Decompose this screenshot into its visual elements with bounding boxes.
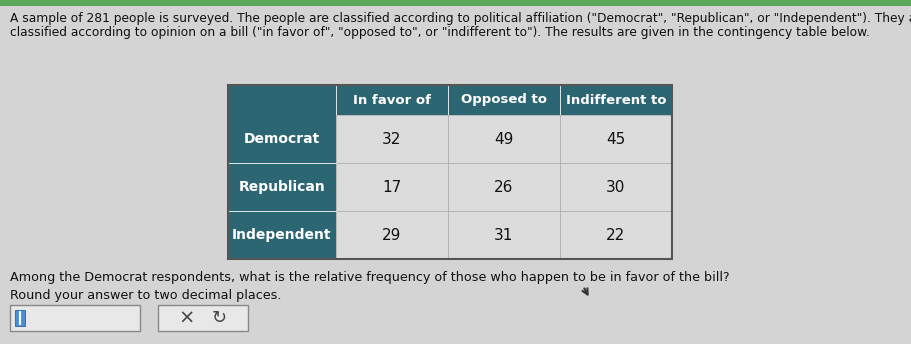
Bar bbox=[559, 211, 671, 259]
Text: 30: 30 bbox=[606, 180, 625, 194]
Bar bbox=[447, 211, 559, 259]
Text: Democrat: Democrat bbox=[243, 132, 320, 146]
Text: 31: 31 bbox=[494, 227, 513, 243]
Text: 17: 17 bbox=[382, 180, 401, 194]
Text: ×: × bbox=[179, 309, 195, 327]
Bar bbox=[335, 211, 447, 259]
Text: 29: 29 bbox=[382, 227, 401, 243]
Bar bbox=[0, 0, 911, 6]
Bar bbox=[447, 85, 559, 115]
Bar bbox=[559, 85, 671, 115]
Bar bbox=[335, 115, 447, 163]
Text: Republican: Republican bbox=[239, 180, 325, 194]
Text: ↻: ↻ bbox=[211, 309, 227, 327]
Text: 32: 32 bbox=[382, 131, 401, 147]
Text: 22: 22 bbox=[606, 227, 625, 243]
Text: 49: 49 bbox=[494, 131, 513, 147]
Text: Indifferent to: Indifferent to bbox=[565, 94, 666, 107]
Bar bbox=[335, 85, 447, 115]
Bar bbox=[447, 115, 559, 163]
Text: Round your answer to two decimal places.: Round your answer to two decimal places. bbox=[10, 289, 281, 302]
Text: 26: 26 bbox=[494, 180, 513, 194]
Text: A sample of 281 people is surveyed. The people are classified according to polit: A sample of 281 people is surveyed. The … bbox=[10, 12, 911, 25]
Bar bbox=[228, 163, 335, 211]
Bar bbox=[559, 163, 671, 211]
Text: In favor of: In favor of bbox=[353, 94, 431, 107]
Bar bbox=[15, 310, 25, 326]
Bar bbox=[228, 211, 335, 259]
Text: 45: 45 bbox=[606, 131, 625, 147]
Bar bbox=[447, 163, 559, 211]
Text: classified according to opinion on a bill ("in favor of", "opposed to", or "indi: classified according to opinion on a bil… bbox=[10, 26, 869, 39]
Bar bbox=[228, 115, 335, 163]
Bar bbox=[559, 115, 671, 163]
Bar bbox=[158, 305, 248, 331]
Bar bbox=[228, 85, 671, 259]
Bar bbox=[335, 163, 447, 211]
Text: Independent: Independent bbox=[232, 228, 332, 242]
Text: Among the Democrat respondents, what is the relative frequency of those who happ: Among the Democrat respondents, what is … bbox=[10, 271, 729, 284]
Bar bbox=[228, 85, 335, 115]
Text: Opposed to: Opposed to bbox=[460, 94, 547, 107]
Bar bbox=[10, 305, 140, 331]
